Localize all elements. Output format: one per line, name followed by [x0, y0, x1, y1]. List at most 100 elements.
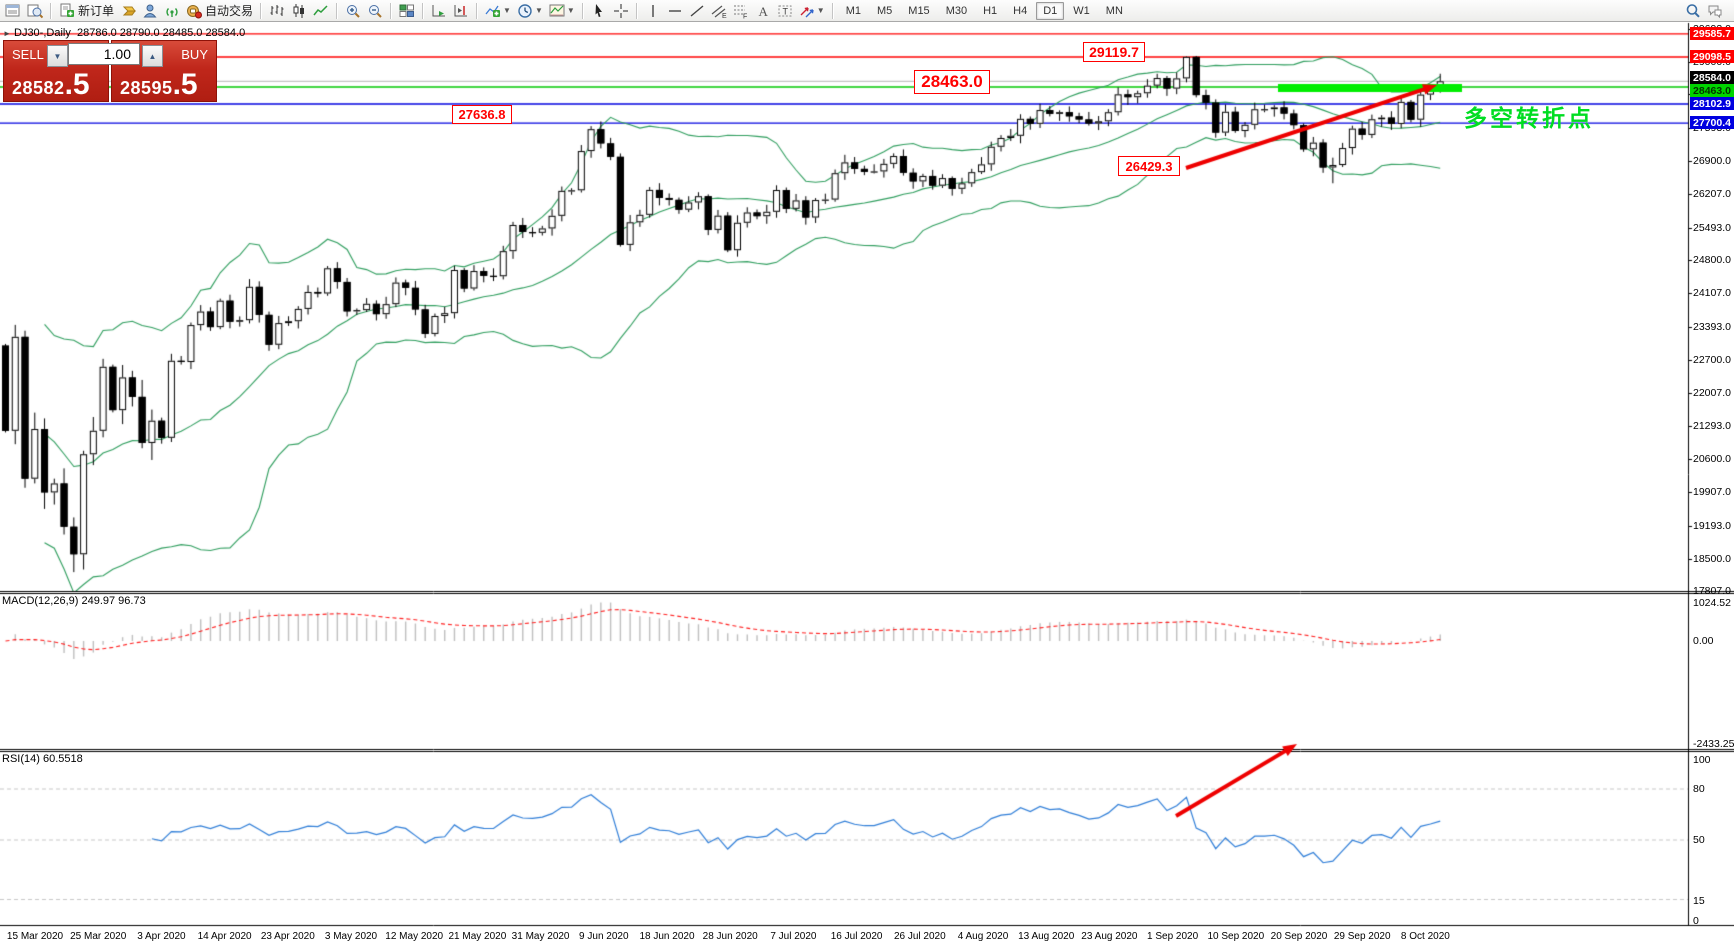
annotation-mid-price[interactable]: 28463.0	[914, 70, 990, 94]
user-button[interactable]	[139, 1, 161, 21]
preview-button[interactable]	[24, 1, 46, 21]
chart-shift-button[interactable]	[450, 1, 472, 21]
toolbar-separator	[260, 2, 263, 19]
date-axis-label: 10 Sep 2020	[1207, 931, 1265, 942]
dropdown-arrow-icon[interactable]: ▼	[816, 6, 825, 15]
macd-indicator-label: MACD(12,26,9) 249.97 96.73	[2, 595, 146, 607]
timeframe-button-w1[interactable]: W1	[1073, 4, 1090, 17]
annotation-sep-low-price[interactable]: 26429.3	[1118, 156, 1180, 176]
main-toolbar: 新订单 自动交易 ▼ ▼ ▼ E F A T ▼ M1 M5 M15 M30 H1 H4 D1 W1 MN	[0, 0, 1734, 22]
rsi-axis-tick: 50	[1693, 834, 1705, 846]
annotation-peak-price[interactable]: 29119.7	[1083, 42, 1145, 62]
volume-decrease-button[interactable]: ▼	[47, 45, 68, 67]
price-line-badge: 28463.0	[1690, 84, 1734, 97]
chart-window-button[interactable]	[2, 1, 24, 21]
price-axis-tick: 20600.0	[1693, 453, 1731, 465]
date-axis-label: 7 Jul 2020	[770, 931, 817, 942]
date-axis-label: 3 May 2020	[324, 931, 378, 942]
dropdown-arrow-icon[interactable]: ▼	[503, 6, 511, 15]
date-axis-label: 31 May 2020	[511, 931, 570, 942]
date-axis-label: 9 Jun 2020	[579, 931, 629, 942]
sell-label: SELL	[12, 47, 44, 62]
toolbar-separator	[476, 2, 479, 19]
cursor-button[interactable]	[588, 1, 610, 21]
macd-axis-tick: 1024.52	[1693, 597, 1731, 609]
price-axis-tick: 24800.0	[1693, 254, 1731, 266]
toolbar-separator	[831, 2, 834, 19]
periods-button[interactable]: ▼	[514, 1, 546, 21]
price-axis-tick: 26207.0	[1693, 188, 1731, 200]
date-axis-label: 8 Oct 2020	[1400, 931, 1450, 942]
svg-text:F: F	[743, 13, 747, 19]
text-button[interactable]: A	[752, 1, 774, 21]
rsi-axis-tick: 0	[1693, 915, 1699, 927]
tile-windows-button[interactable]	[396, 1, 418, 21]
hline-button[interactable]	[664, 1, 686, 21]
date-axis-label: 28 Jun 2020	[702, 931, 758, 942]
dropdown-arrow-icon[interactable]: ▼	[534, 6, 543, 15]
price-line-badge: 27700.4	[1690, 116, 1734, 129]
zoom-in-button[interactable]	[342, 1, 364, 21]
new-order-button[interactable]: 新订单	[56, 1, 117, 21]
signal-button[interactable]	[161, 1, 183, 21]
periods-icon	[518, 3, 532, 18]
price-axis-tick: 22700.0	[1693, 354, 1731, 366]
timeframe-button-h1[interactable]: H1	[983, 4, 998, 17]
date-axis-label: 18 Jun 2020	[639, 931, 695, 942]
price-axis-tick: 22007.0	[1693, 387, 1731, 399]
dropdown-arrow-icon[interactable]: ▼	[566, 6, 575, 15]
date-axis-label: 13 Aug 2020	[1018, 931, 1075, 942]
text-icon: A	[758, 4, 768, 19]
candle-chart-button[interactable]	[288, 1, 310, 21]
price-axis-tick: 19907.0	[1693, 486, 1731, 498]
buy-price: 28595.5	[120, 68, 198, 101]
timeframe-button-mn[interactable]: MN	[1105, 4, 1123, 17]
line-chart-button[interactable]	[310, 1, 332, 21]
toolbar-separator	[581, 2, 584, 19]
chat-button[interactable]	[1704, 1, 1726, 21]
template-button[interactable]: ▼	[546, 1, 578, 21]
chart-window-icon	[5, 4, 20, 16]
date-axis-label: 16 Jul 2020	[830, 931, 883, 942]
timeframe-button-d1[interactable]: D1	[1036, 1, 1065, 20]
price-line-badge: 28102.9	[1690, 97, 1734, 110]
channel-button[interactable]: E	[708, 1, 730, 21]
trendline-button[interactable]	[686, 1, 708, 21]
vline-icon	[652, 4, 654, 17]
chart-title: DJ30-,Daily 28786.0 28790.0 28485.0 2858…	[14, 27, 246, 39]
date-axis-label: 4 Aug 2020	[957, 931, 1009, 942]
annotation-june-peak-price[interactable]: 27636.8	[452, 105, 512, 124]
zoom-out-icon	[369, 4, 382, 18]
rsi-indicator-label: RSI(14) 60.5518	[2, 753, 83, 765]
timeframe-button-h4[interactable]: H4	[1013, 4, 1028, 17]
label-button[interactable]: T	[774, 1, 796, 21]
date-axis-label: 14 Apr 2020	[197, 931, 252, 942]
timeframe-button-m30[interactable]: M30	[945, 4, 968, 17]
bar-chart-button[interactable]	[266, 1, 288, 21]
fibo-icon: F	[733, 5, 747, 19]
timeframe-button-m1[interactable]: M1	[845, 4, 861, 17]
crosshair-button[interactable]	[610, 1, 632, 21]
subwindow-expand-icon[interactable]: ►	[3, 29, 11, 38]
volume-increase-button[interactable]: ▲	[142, 45, 163, 67]
zoom-in-icon	[347, 4, 360, 18]
volume-input[interactable]	[68, 43, 140, 65]
search-button[interactable]	[1682, 1, 1704, 21]
shapes-button[interactable]: ▼	[796, 1, 828, 21]
timeframe-button-m5[interactable]: M5	[877, 4, 893, 17]
timeframe-button-m15[interactable]: M15	[908, 4, 930, 17]
auto-trading-button[interactable]: 自动交易	[183, 1, 256, 21]
indicators-button[interactable]: ▼	[482, 1, 514, 21]
rsi-axis-tick: 80	[1693, 783, 1705, 795]
zoom-out-button[interactable]	[364, 1, 386, 21]
vline-button[interactable]	[642, 1, 664, 21]
auto-scroll-button[interactable]	[428, 1, 450, 21]
gold-button[interactable]	[117, 1, 139, 21]
price-axis-tick: 21293.0	[1693, 420, 1731, 432]
fibo-button[interactable]: F	[730, 1, 752, 21]
toolbar-separator	[336, 2, 339, 19]
annotation-cn-turning-point[interactable]: 多空转折点	[1464, 105, 1594, 131]
svg-text:T: T	[782, 6, 788, 16]
date-axis-label: 26 Jul 2020	[893, 931, 946, 942]
